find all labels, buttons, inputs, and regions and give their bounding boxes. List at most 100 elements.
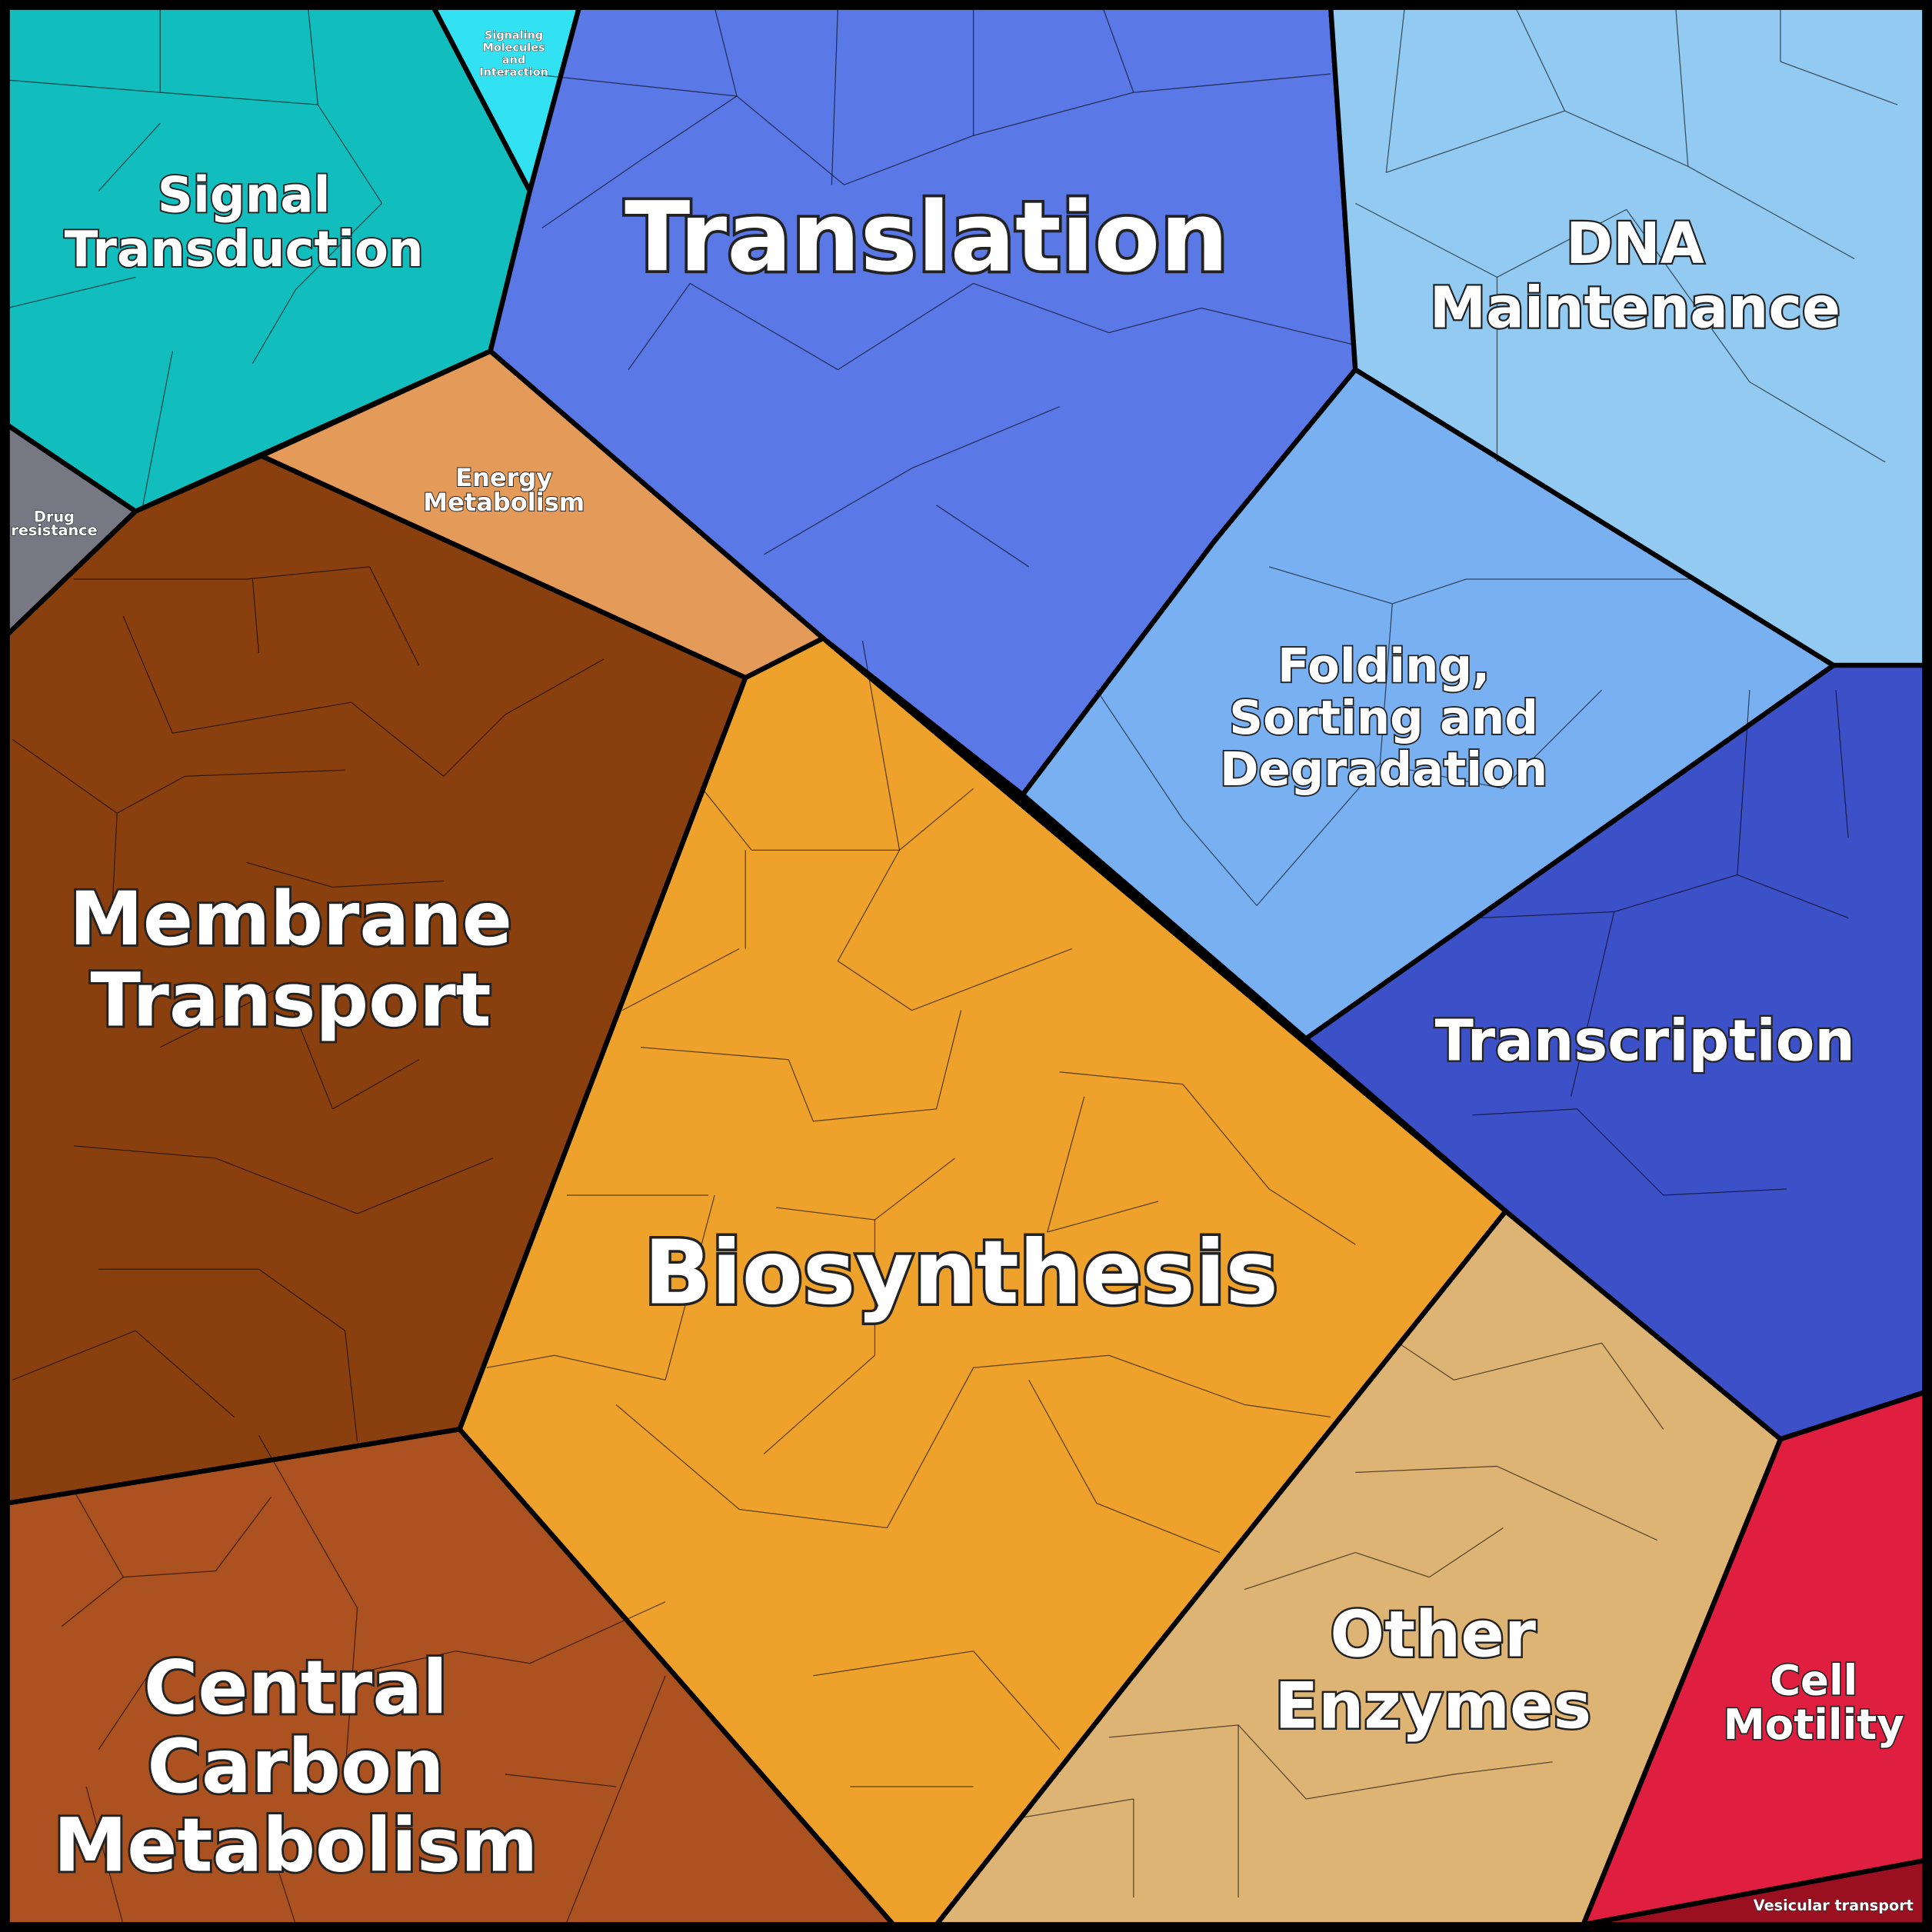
cell-boundary <box>73 1491 124 1577</box>
label-line: Transport <box>91 958 491 1044</box>
label-line: Metabolism <box>423 488 585 517</box>
cell-boundary <box>861 640 901 851</box>
cell-boundary <box>1268 1188 1356 1245</box>
cell-boundary <box>1108 1354 1245 1405</box>
cell-boundary <box>1570 911 1615 1097</box>
cell-boundary <box>85 1786 124 1925</box>
cell-boundary <box>701 788 752 851</box>
cell-boundary <box>763 468 912 555</box>
cell-boundary <box>1478 911 1614 919</box>
cell-boundary <box>98 1675 148 1750</box>
region-label: Drug resistance <box>11 508 97 539</box>
label-line: DNA <box>1566 212 1704 277</box>
cell-boundary <box>1497 1465 1658 1541</box>
cell-boundary <box>566 1675 666 1923</box>
cell-boundary <box>541 159 641 228</box>
cell-boundary <box>1096 1502 1221 1554</box>
region-label: Transcription <box>1435 1009 1855 1074</box>
cell-boundary <box>98 122 161 192</box>
cell-boundary <box>1047 1096 1085 1233</box>
cell-boundary <box>246 861 333 888</box>
cell-boundary <box>357 1158 494 1214</box>
label-line: and <box>502 55 525 67</box>
cell-boundary <box>116 775 185 814</box>
cell-boundary <box>505 658 605 715</box>
region-folding <box>1020 367 1837 1041</box>
label-line: Translation <box>625 182 1228 293</box>
cell-boundary <box>1355 1465 1497 1474</box>
cell-boundary <box>838 961 912 1011</box>
cell-boundary <box>640 95 738 161</box>
cell-boundary <box>74 1145 216 1159</box>
label-line: Enzymes <box>1274 1669 1591 1744</box>
cell-boundary <box>344 1331 358 1442</box>
label-line: Interaction <box>479 67 548 79</box>
cell-boundary <box>529 1601 666 1664</box>
cell-boundary <box>1306 1774 1454 1800</box>
cell-boundary <box>123 1570 216 1578</box>
cell-boundary <box>736 95 844 185</box>
cell-boundary <box>1355 1551 1430 1578</box>
label-line: Membrane <box>69 876 512 962</box>
cell-boundary <box>641 1047 789 1061</box>
cell-boundary <box>837 850 901 961</box>
cell-boundary <box>788 1059 814 1122</box>
cell-boundary <box>160 92 318 105</box>
cell-boundary <box>159 985 284 1048</box>
cell-boundary <box>332 880 444 888</box>
region-label: Central Carbon Metabolism <box>54 1645 538 1889</box>
cell-boundary <box>615 1404 740 1510</box>
cell-boundary <box>1354 202 1497 278</box>
cell-boundary <box>1096 689 1184 820</box>
cell-boundary <box>935 1010 962 1109</box>
label-line: Maintenance <box>1430 275 1840 341</box>
labels: Signal Transduction Signaling Molecules and I… <box>11 29 1914 1914</box>
cell-boundary <box>135 1330 235 1417</box>
cell-boundary <box>973 92 1134 136</box>
label-line: Drug <box>34 508 75 525</box>
cell-boundary <box>61 1577 124 1627</box>
cell-boundary <box>185 769 345 777</box>
cell-boundary <box>246 566 370 580</box>
label-line: Metabolism <box>54 1803 538 1889</box>
cell-boundary <box>1244 1404 1331 1417</box>
label-line: Folding, <box>1277 639 1490 694</box>
cell-boundary <box>1108 307 1202 334</box>
cell-boundary <box>295 202 383 290</box>
cell-boundary <box>332 1059 420 1110</box>
cell-boundary <box>12 738 118 814</box>
cell-boundary <box>1392 578 1467 605</box>
cell-boundary <box>307 7 318 105</box>
cell-boundary <box>1429 1527 1504 1578</box>
cell-boundary <box>1047 1201 1159 1233</box>
cell-boundary <box>1614 874 1738 913</box>
cell-boundary <box>1268 566 1393 605</box>
region-label: Translation <box>625 182 1228 293</box>
cell-boundary <box>1780 61 1898 105</box>
cell-boundary <box>689 282 838 371</box>
cell-boundary <box>886 1367 974 1528</box>
cell-boundary <box>1497 208 1627 278</box>
cell-boundary <box>1749 381 1886 463</box>
cell-boundary <box>1133 73 1331 93</box>
cell-boundary <box>1201 307 1356 346</box>
cell-boundary <box>1675 7 1689 167</box>
cell-boundary <box>345 1651 456 1677</box>
cell-boundary <box>529 73 738 97</box>
cell-boundary <box>665 1194 715 1381</box>
cell-boundary <box>1379 603 1393 764</box>
cell-boundary <box>1514 7 1566 112</box>
cell-boundary <box>270 1847 297 1925</box>
label-line: Motility <box>1724 1700 1904 1749</box>
cell-boundary <box>1028 1379 1098 1504</box>
label-line: resistance <box>11 521 97 539</box>
cell-boundary <box>1687 165 1855 259</box>
cell-boundary <box>505 1774 617 1787</box>
label-line: Degradation <box>1220 742 1547 797</box>
cell-boundary <box>714 7 738 97</box>
cell-boundary <box>628 283 691 370</box>
cell-boundary <box>12 1330 136 1381</box>
cell-boundary <box>1108 1724 1239 1738</box>
